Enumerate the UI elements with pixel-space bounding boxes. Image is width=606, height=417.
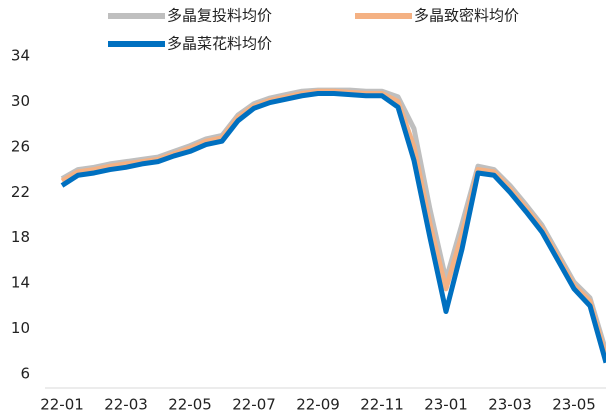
y-tick-label: 30: [11, 92, 30, 110]
legend-label: 多晶复投料均价: [167, 7, 272, 25]
series-line: [60, 88, 606, 358]
legend-label: 多晶菜花料均价: [167, 35, 272, 53]
y-tick-label: 10: [11, 319, 30, 337]
y-tick-label: 22: [11, 183, 30, 201]
x-tick-label: 23-01: [424, 396, 468, 414]
x-tick-label: 23-03: [488, 396, 532, 414]
y-tick-label: 34: [11, 47, 30, 65]
x-tick-label: 22-07: [232, 396, 276, 414]
series-line: [60, 90, 606, 364]
y-tick-label: 6: [20, 365, 30, 383]
x-tick-label: 22-01: [40, 396, 84, 414]
y-tick-label: 14: [11, 274, 30, 292]
y-tick-label: 18: [11, 228, 30, 246]
x-tick-label: 22-03: [104, 396, 148, 414]
series-line: [60, 87, 606, 353]
x-tick-label: 22-11: [360, 396, 404, 414]
x-tick-label: 22-05: [168, 396, 212, 414]
x-tick-label: 22-09: [296, 396, 340, 414]
y-tick-label: 26: [11, 137, 30, 155]
x-tick-label: 23-05: [552, 396, 596, 414]
legend-label: 多晶致密料均价: [414, 7, 519, 25]
